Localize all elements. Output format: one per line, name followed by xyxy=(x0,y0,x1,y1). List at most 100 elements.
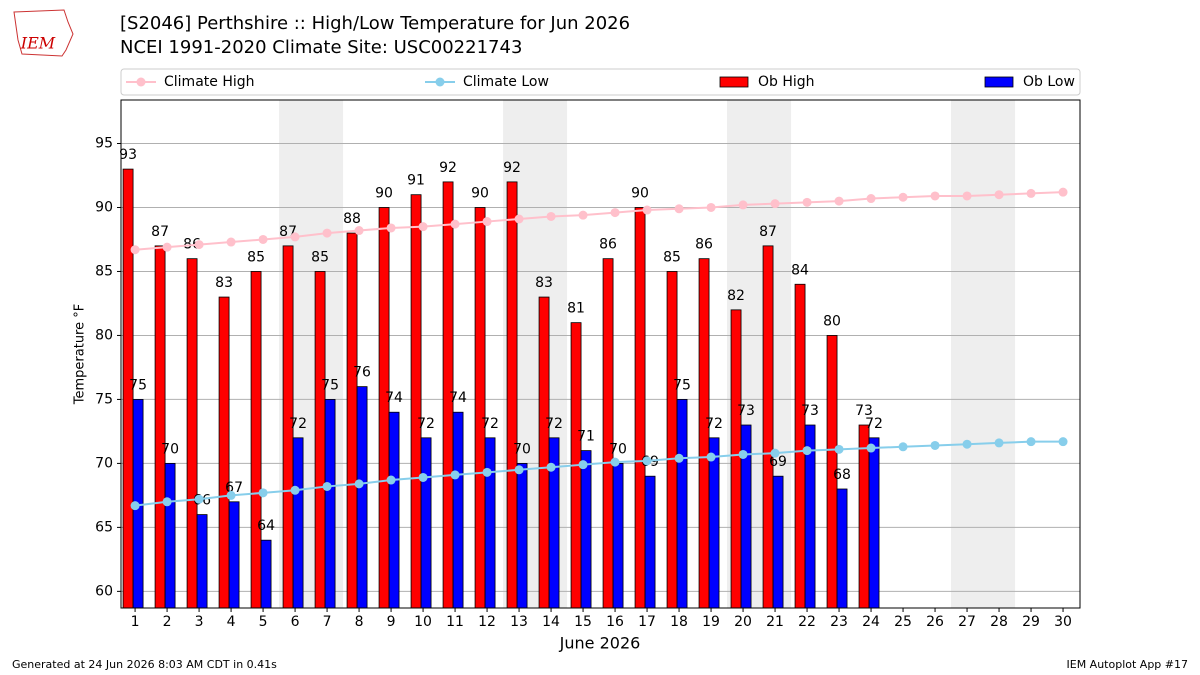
bar-value-label: 90 xyxy=(631,185,649,201)
bar-value-label: 72 xyxy=(289,416,307,432)
footer-right: IEM Autoplot App #17 xyxy=(1067,658,1189,671)
bar xyxy=(452,411,464,609)
climate-point xyxy=(674,204,684,214)
climate-point xyxy=(642,205,652,215)
bar-value-label: 75 xyxy=(129,377,147,393)
climate-point xyxy=(226,237,236,247)
shaded-band xyxy=(951,100,1016,608)
bar xyxy=(868,437,880,609)
logo-outline xyxy=(13,9,74,57)
bar-value-label: 83 xyxy=(535,275,553,291)
bar-value-label: 92 xyxy=(503,160,521,176)
bar xyxy=(516,463,528,609)
bar xyxy=(634,207,646,609)
y-tick-label: 75 xyxy=(95,391,113,407)
bar xyxy=(314,271,326,609)
bar-value-label: 87 xyxy=(151,224,169,240)
climate-point xyxy=(866,443,876,453)
climate-point xyxy=(578,210,588,220)
y-tick-label: 70 xyxy=(95,455,113,471)
legend-swatch xyxy=(984,76,1014,88)
climate-point xyxy=(1058,187,1068,197)
x-tick-label: 1 xyxy=(131,614,140,630)
climate-point xyxy=(930,191,940,201)
bar xyxy=(196,514,208,609)
bar-value-label: 72 xyxy=(545,416,563,432)
x-tick-label: 2 xyxy=(163,614,172,630)
climate-point xyxy=(706,452,716,462)
bar xyxy=(260,539,272,609)
legend-label: Climate High xyxy=(164,74,255,90)
bar-value-label: 75 xyxy=(673,377,691,393)
x-tick-label: 29 xyxy=(1022,614,1040,630)
climate-point xyxy=(1026,188,1036,198)
climate-point xyxy=(738,200,748,210)
climate-point xyxy=(738,449,748,459)
x-tick-label: 17 xyxy=(638,614,656,630)
bar xyxy=(644,475,656,609)
climate-point xyxy=(802,197,812,207)
bar xyxy=(378,207,390,609)
climate-point xyxy=(1058,437,1068,447)
climate-point xyxy=(610,457,620,467)
bar-value-label: 81 xyxy=(567,301,585,317)
bar-value-label: 90 xyxy=(471,185,489,201)
climate-point xyxy=(706,202,716,212)
bar xyxy=(154,245,166,609)
bar-value-label: 64 xyxy=(257,518,275,534)
bar-value-label: 82 xyxy=(727,288,745,304)
climate-point xyxy=(418,222,428,232)
climate-point xyxy=(482,467,492,477)
climate-point xyxy=(546,462,556,472)
climate-point xyxy=(386,475,396,485)
x-tick-label: 10 xyxy=(414,614,432,630)
climate-point xyxy=(866,194,876,204)
bar xyxy=(250,271,262,609)
bar-value-label: 87 xyxy=(759,224,777,240)
x-tick-label: 22 xyxy=(798,614,816,630)
climate-point xyxy=(194,494,204,504)
climate-point xyxy=(610,208,620,218)
bar-value-label: 85 xyxy=(663,249,681,265)
x-tick-label: 26 xyxy=(926,614,944,630)
x-tick-label: 16 xyxy=(606,614,624,630)
bar-value-label: 70 xyxy=(609,441,627,457)
climate-point xyxy=(546,211,556,221)
bar-value-label: 72 xyxy=(481,416,499,432)
x-tick-label: 18 xyxy=(670,614,688,630)
y-tick-label: 95 xyxy=(95,136,113,152)
x-tick-label: 8 xyxy=(355,614,364,630)
bar-value-label: 69 xyxy=(769,454,787,470)
climate-line xyxy=(134,191,1064,251)
bar xyxy=(324,399,336,609)
x-tick-label: 9 xyxy=(387,614,396,630)
legend-label: Ob High xyxy=(758,74,815,90)
bar-value-label: 88 xyxy=(343,211,361,227)
climate-point xyxy=(290,232,300,242)
bar-value-label: 72 xyxy=(417,416,435,432)
climate-point xyxy=(162,242,172,252)
climate-point xyxy=(962,191,972,201)
x-tick-label: 11 xyxy=(446,614,464,630)
bar xyxy=(218,296,230,609)
bar xyxy=(836,488,848,609)
bar-value-label: 85 xyxy=(247,249,265,265)
bar xyxy=(474,207,486,609)
plot-frame xyxy=(120,99,1081,609)
bar-value-label: 68 xyxy=(833,467,851,483)
climate-point xyxy=(898,442,908,452)
bar-value-label: 70 xyxy=(513,441,531,457)
chart-subtitle: NCEI 1991-2020 Climate Site: USC00221743 xyxy=(120,37,522,58)
x-tick-label: 3 xyxy=(195,614,204,630)
climate-line xyxy=(134,440,1064,507)
bar-value-label: 91 xyxy=(407,173,425,189)
climate-point xyxy=(994,190,1004,200)
climate-point xyxy=(578,460,588,470)
bar xyxy=(794,283,806,609)
climate-point xyxy=(994,438,1004,448)
y-tick-label: 60 xyxy=(95,583,113,599)
x-tick-label: 7 xyxy=(323,614,332,630)
bar xyxy=(580,450,592,609)
climate-point xyxy=(130,245,140,255)
